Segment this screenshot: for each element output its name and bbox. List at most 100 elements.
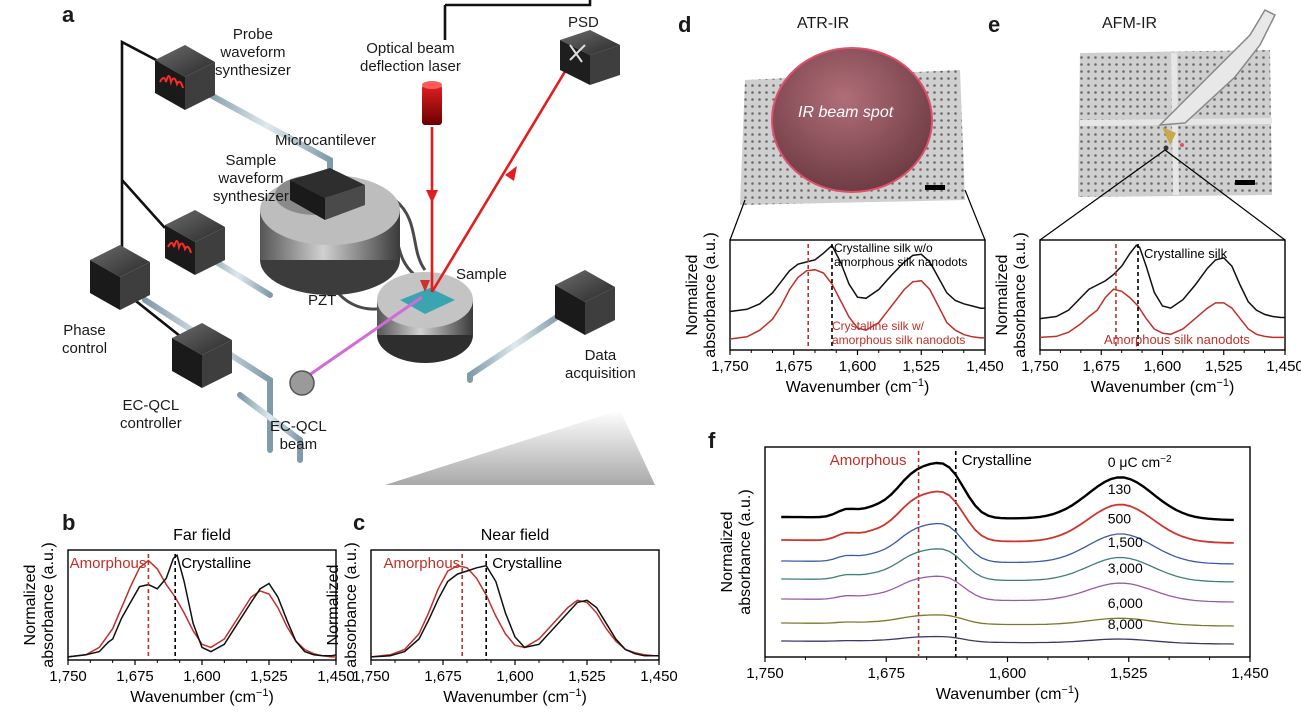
- x-tick-label-c: 1,525: [568, 668, 606, 685]
- y-axis-label-b: Normalizedabsorbance (a.u.): [22, 542, 57, 667]
- x-tick-label-f: 1,450: [1231, 665, 1269, 682]
- y-axis-label-d: Normalizedabsorbance (a.u.): [684, 232, 719, 357]
- atr-ir-image: [740, 47, 965, 205]
- x-tick-label-e: 1,675: [1082, 358, 1120, 375]
- phase-control-box: [90, 245, 150, 310]
- chart-title-b: Far field: [173, 527, 231, 544]
- x-axis-label-c: Wavenumber (cm−1): [443, 687, 587, 706]
- label-psd: PSD: [568, 14, 599, 31]
- panel-letter-d: d: [678, 12, 692, 37]
- annotation-red-d: Crystalline silk w/amorphous silk nanodo…: [832, 319, 965, 347]
- sample-stage: [377, 272, 473, 363]
- series-line-b: [67, 553, 337, 658]
- annotation-amorphous-c: Amorphous: [383, 555, 460, 572]
- x-tick-label-b: 1,675: [116, 668, 154, 685]
- label-optical: Optical beam deflection laser: [360, 40, 461, 75]
- dose-label: 500: [1108, 511, 1132, 527]
- series-line-d: [729, 244, 985, 313]
- label-sample-wf: Sample waveform synthesizer: [213, 152, 289, 205]
- laser-beam-reflect: [430, 49, 580, 293]
- dose-label: 6,000: [1108, 595, 1143, 611]
- label-microcantilever: Microcantilever: [275, 132, 376, 149]
- x-tick-label-f: 1,600: [989, 665, 1027, 682]
- x-axis-label-e: Wavenumber (cm−1): [1091, 377, 1235, 396]
- label-sample: Sample: [456, 266, 507, 283]
- x-tick-label-d: 1,450: [966, 358, 1004, 375]
- dose-label: 1,500: [1108, 534, 1143, 550]
- series-line-c: [370, 564, 659, 658]
- label-data-acq: Data acquisition: [565, 347, 636, 382]
- series-line-f: [781, 522, 1234, 565]
- x-tick-label-e: 1,750: [1021, 358, 1059, 375]
- dose-label: 3,000: [1108, 560, 1143, 576]
- series-line-f: [781, 490, 1234, 544]
- x-axis-label-d: Wavenumber (cm−1): [786, 377, 930, 396]
- y-axis-label-f: Normalizedabsorbance (a.u.): [719, 489, 754, 614]
- panel-letter-c: c: [353, 510, 366, 535]
- label-ecqcl-beam: EC-QCL beam: [270, 418, 327, 453]
- data-acq-box: [555, 270, 615, 335]
- series-line-f: [781, 635, 1234, 645]
- afm-ir-image: [1078, 9, 1277, 197]
- annotation-amorphous-f: Amorphous: [830, 452, 907, 469]
- series-line-e: [1039, 288, 1285, 339]
- annotation-black-e: Crystalline silk: [1144, 246, 1228, 261]
- afm-title: AFM-IR: [1102, 15, 1158, 32]
- x-axis-label-f: Wavenumber (cm−1): [936, 684, 1080, 703]
- annotation-black-d: Crystalline silk w/o amorphous silk nanod…: [834, 241, 967, 269]
- annotation-red-e: Amorphous silk nanodots: [1104, 332, 1250, 347]
- schematic-drawing: [90, 0, 655, 485]
- ir-beam-spot-label: IR beam spot: [798, 104, 894, 121]
- series-line-d: [729, 268, 985, 340]
- panel-letter-e: e: [988, 12, 1001, 37]
- annotation-crystalline-f: Crystalline: [962, 452, 1032, 469]
- series-line-f: [781, 614, 1234, 627]
- y-axis-label-c: Normalizedabsorbance (a.u.): [325, 542, 360, 667]
- label-ecqcl-controller: EC-QCL controller: [120, 397, 182, 432]
- dose-label: 0 μC cm−2: [1108, 454, 1172, 471]
- ecqcl-controller-box: [172, 323, 232, 388]
- x-tick-label-e: 1,600: [1144, 358, 1182, 375]
- label-pzt: PZT: [308, 292, 337, 309]
- psd-box: [560, 30, 620, 85]
- x-tick-label-d: 1,600: [839, 358, 877, 375]
- annotation-crystalline-c: Crystalline: [492, 555, 562, 572]
- label-phase: Phase control: [62, 322, 108, 357]
- x-tick-label-d: 1,525: [902, 358, 940, 375]
- label-probe: Probe waveform synthesizer: [215, 26, 291, 79]
- plot-frame-f: [764, 446, 1251, 658]
- chart-title-c: Near field: [481, 527, 549, 544]
- series-line-f: [781, 461, 1234, 522]
- series-line-e: [1039, 244, 1285, 320]
- x-tick-label-c: 1,750: [352, 668, 390, 685]
- x-tick-label-c: 1,600: [496, 668, 534, 685]
- x-tick-label-f: 1,750: [746, 665, 784, 682]
- dose-label: 130: [1108, 481, 1132, 497]
- x-tick-label-e: 1,525: [1205, 358, 1243, 375]
- x-tick-label-b: 1,750: [49, 668, 87, 685]
- dose-label: 8,000: [1108, 616, 1143, 632]
- probe-synth-box: [155, 45, 215, 110]
- x-tick-label-e: 1,450: [1266, 358, 1301, 375]
- series-line-f: [781, 575, 1234, 603]
- x-axis-label-b: Wavenumber (cm−1): [130, 687, 274, 706]
- x-tick-label-c: 1,675: [424, 668, 462, 685]
- panel-letter-f: f: [708, 428, 716, 453]
- annotation-crystalline-b: Crystalline: [181, 555, 251, 572]
- x-tick-label-b: 1,450: [317, 668, 355, 685]
- x-tick-label-f: 1,675: [867, 665, 905, 682]
- x-tick-label-c: 1,450: [640, 668, 678, 685]
- panel-letter-b: b: [62, 510, 76, 535]
- x-tick-label-d: 1,750: [711, 358, 749, 375]
- series-line-f: [781, 548, 1234, 583]
- atr-title: ATR-IR: [797, 15, 850, 32]
- x-tick-label-f: 1,525: [1110, 665, 1148, 682]
- floor-wedge: [385, 410, 655, 485]
- microcantilever-stage: [260, 168, 400, 295]
- x-tick-label-b: 1,525: [250, 668, 288, 685]
- annotation-amorphous-b: Amorphous: [70, 555, 147, 572]
- x-tick-label-d: 1,675: [775, 358, 813, 375]
- y-axis-label-e: Normalizedabsorbance (a.u.): [994, 232, 1029, 357]
